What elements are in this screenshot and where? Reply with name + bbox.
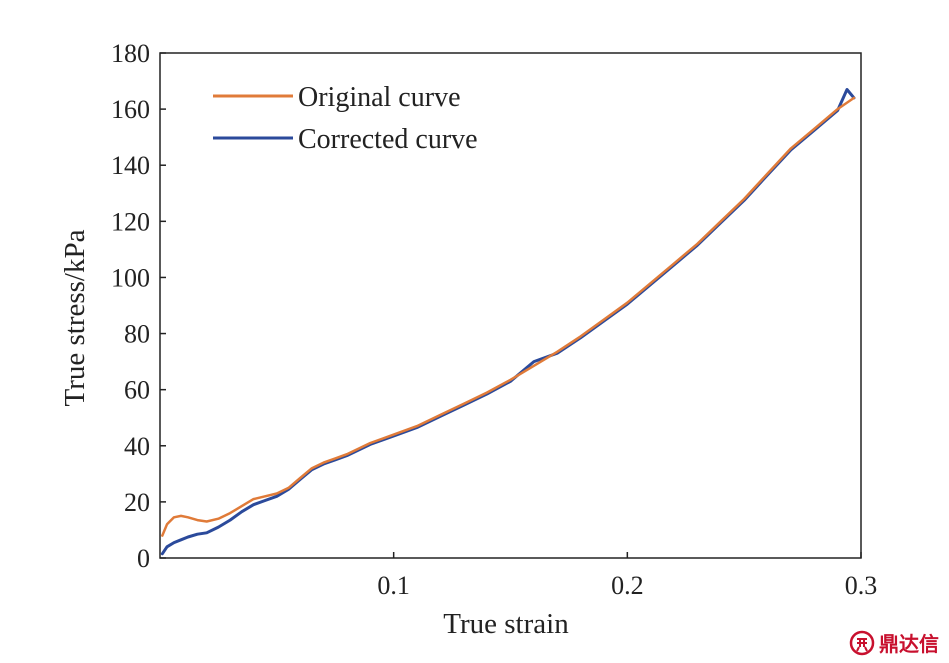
y-axis-title: True stress/kPa: [59, 229, 91, 406]
y-tick-label: 80: [124, 320, 150, 349]
x-tick-label: 0.1: [377, 571, 410, 600]
logo-seal-icon: [849, 630, 875, 655]
legend: Original curve Corrected curve: [213, 82, 478, 155]
y-tick-label: 40: [124, 432, 150, 461]
y-tick-label: 20: [124, 488, 150, 517]
y-tick-label: 120: [111, 207, 150, 236]
plot-axes: [159, 52, 862, 559]
y-axis-ticks: 0 20 40 60 80 100 120 140 160 180: [111, 39, 166, 573]
x-axis-ticks: 0.1 0.2 0.3: [377, 552, 877, 600]
watermark-logo: 鼎达信: [849, 628, 939, 657]
x-tick-label: 0.3: [845, 571, 878, 600]
y-tick-label: 180: [111, 39, 150, 68]
plot-frame: [159, 52, 862, 559]
y-tick-label: 140: [111, 151, 150, 180]
legend-label: Corrected curve: [298, 124, 478, 155]
watermark-text: 鼎达信: [879, 632, 939, 656]
legend-label: Original curve: [298, 82, 461, 113]
y-tick-label: 0: [137, 544, 150, 573]
y-tick-label: 100: [111, 263, 150, 292]
series-layer: [160, 88, 856, 556]
x-axis-title: True strain: [443, 608, 569, 640]
x-tick-label: 0.2: [611, 571, 644, 600]
series-line-original: [161, 96, 856, 537]
series-line-corrected: [160, 88, 856, 556]
y-tick-label: 60: [124, 376, 150, 405]
y-tick-label: 160: [111, 95, 150, 124]
